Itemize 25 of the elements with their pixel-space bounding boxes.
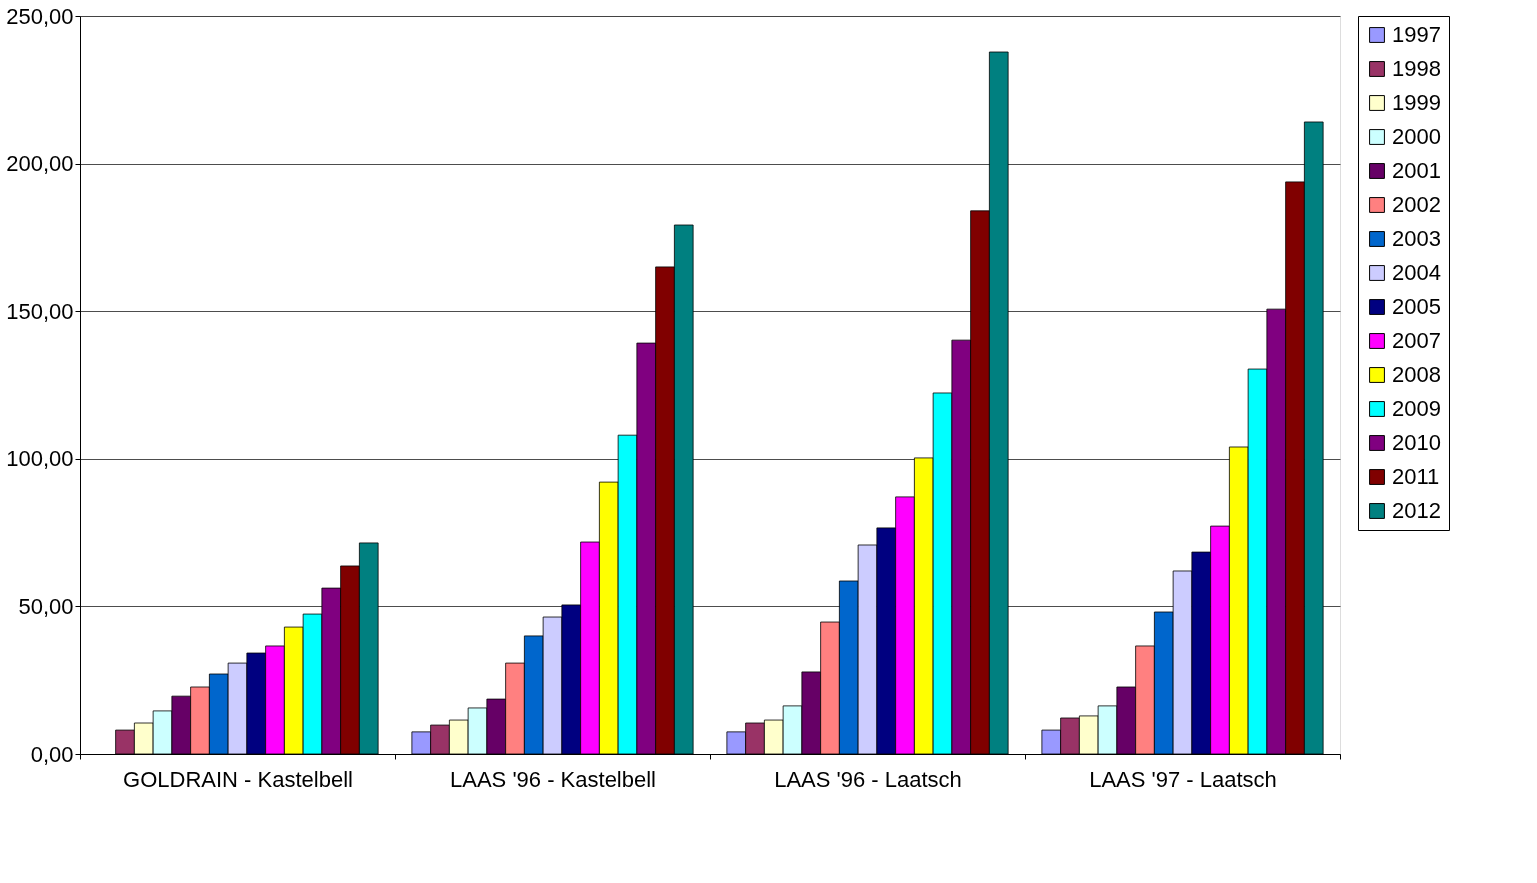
legend-label: 2007: [1392, 328, 1441, 353]
legend-label: 2000: [1392, 124, 1441, 149]
x-tick-label: LAAS '96 - Kastelbell: [450, 766, 656, 792]
y-tick-label: 50,00: [18, 593, 74, 619]
legend-label: 2001: [1392, 158, 1441, 183]
y-tick-label: 0,00: [30, 741, 74, 767]
legend-label: 2004: [1392, 260, 1441, 285]
legend-label: 1998: [1392, 56, 1441, 81]
y-tick-label: 250,00: [6, 3, 74, 29]
legend-label: 1999: [1392, 90, 1441, 115]
x-tick-label: LAAS '96 - Laatsch: [774, 766, 962, 792]
legend-label: 2010: [1392, 430, 1441, 455]
legend-label: 2009: [1392, 396, 1441, 421]
legend-label: 2012: [1392, 498, 1441, 523]
legend-label: 2011: [1392, 464, 1440, 489]
y-tick-label: 200,00: [6, 151, 74, 177]
legend-label: 2008: [1392, 362, 1441, 387]
x-tick-label: GOLDRAIN - Kastelbell: [123, 766, 353, 792]
y-tick-label: 150,00: [6, 298, 74, 324]
legend-label: 2003: [1392, 226, 1441, 251]
legend-label: 2005: [1392, 294, 1441, 319]
x-tick-label: LAAS '97 - Laatsch: [1089, 766, 1277, 792]
y-tick-label: 100,00: [6, 446, 74, 472]
legend-label: 2002: [1392, 192, 1441, 217]
legend-label: 1997: [1392, 22, 1441, 47]
